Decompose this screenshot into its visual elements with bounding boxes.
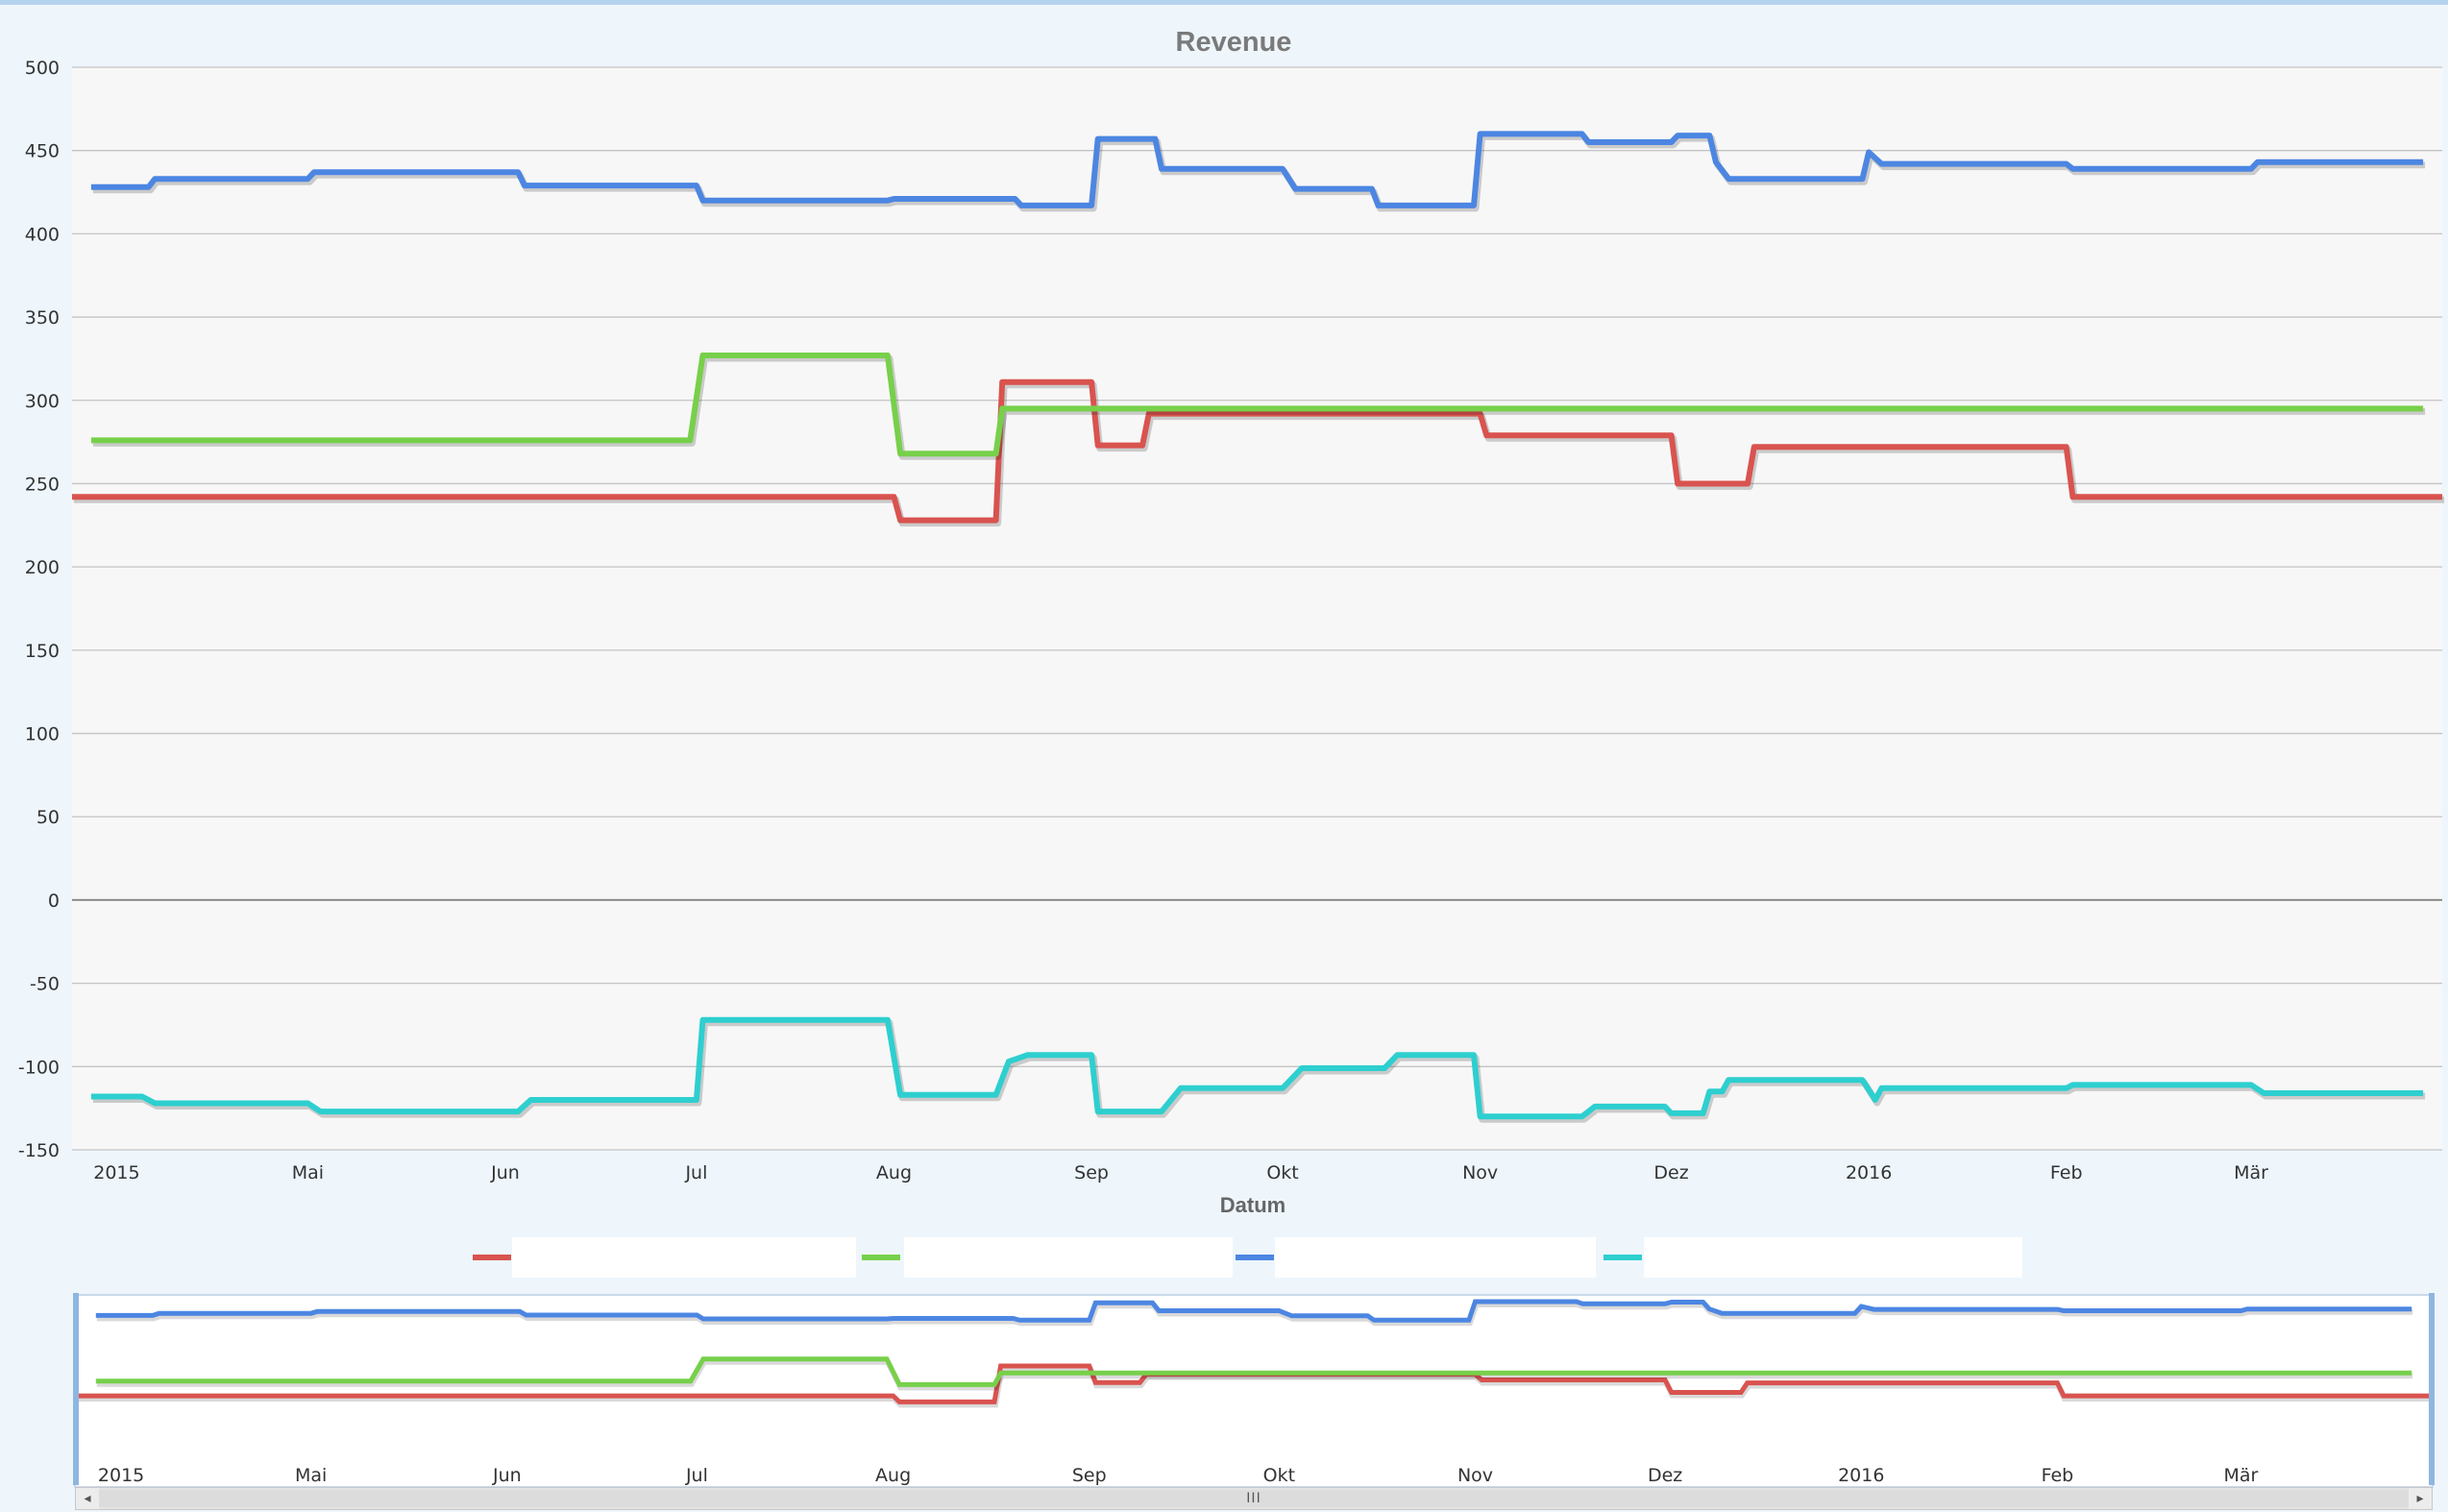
y-tick-label: -50: [30, 974, 60, 995]
legend-swatch: [473, 1255, 511, 1260]
navigator-tick-label: Nov: [1457, 1465, 1493, 1486]
y-tick-label: 450: [25, 141, 60, 162]
x-axis-label: Datum: [1220, 1193, 1285, 1217]
x-tick-label: 2015: [93, 1162, 139, 1183]
navigator-tick-label: Jul: [685, 1465, 708, 1486]
navigator-tick-label: Feb: [2042, 1465, 2074, 1486]
navigator-right-handle[interactable]: [2429, 1293, 2435, 1485]
y-axis-ticks: 500450400350300250200150100500-50-100-15…: [18, 58, 60, 1161]
y-tick-label: 200: [25, 557, 60, 578]
plot-background: [72, 67, 2442, 1150]
navigator-left-handle[interactable]: [73, 1293, 79, 1485]
navigator-background: [74, 1294, 2434, 1488]
navigator-tick-label: Okt: [1263, 1465, 1295, 1486]
navigator-tick-label: Aug: [875, 1465, 911, 1486]
y-tick-label: 350: [25, 307, 60, 329]
x-tick-label: Dez: [1653, 1162, 1688, 1183]
x-tick-label: Okt: [1266, 1162, 1298, 1183]
x-tick-label: Feb: [2050, 1162, 2083, 1183]
series-line-2[interactable]: [90, 353, 2424, 457]
x-tick-label: Sep: [1074, 1162, 1109, 1183]
y-tick-label: 300: [25, 391, 60, 412]
y-tick-label: -150: [18, 1140, 60, 1161]
series-lines: [72, 131, 2444, 1123]
legend-swatch: [862, 1255, 900, 1260]
chart-legend: [0, 1234, 2448, 1282]
legend-swatch: [1603, 1255, 1642, 1260]
y-tick-label: -100: [18, 1057, 60, 1078]
top-border: [0, 0, 2448, 5]
x-tick-label: Mär: [2234, 1162, 2268, 1183]
x-tick-label: 2016: [1846, 1162, 1892, 1183]
navigator-tick-label: Mai: [295, 1465, 327, 1486]
x-tick-label: Aug: [876, 1162, 912, 1183]
series-line-4[interactable]: [90, 1016, 2424, 1120]
chart-title: Revenue: [1176, 27, 1292, 58]
legend-label: [904, 1237, 1233, 1278]
navigator-tick-label: Jun: [492, 1465, 522, 1486]
y-tick-label: 0: [48, 890, 60, 912]
y-tick-label: 500: [25, 58, 60, 79]
navigator-scrollbar[interactable]: ◂ III ▸: [75, 1487, 2433, 1510]
x-axis-ticks: 2015 Mai Jun Jul Aug Sep Okt Nov Dez 2016 Feb Mär: [93, 1162, 2268, 1183]
y-tick-label: 50: [37, 807, 60, 828]
navigator-tick-label: Mär: [2223, 1465, 2258, 1486]
legend-label: [1275, 1237, 1596, 1278]
x-tick-label: Jun: [490, 1162, 520, 1183]
y-tick-label: 100: [25, 724, 60, 745]
revenue-chart: 500450400350300250200150100500-50-100-15…: [18, 27, 2444, 1217]
x-tick-label: Jul: [684, 1162, 707, 1183]
navigator-series-shadow: [96, 1302, 2413, 1327]
x-tick-label: Mai: [292, 1162, 324, 1183]
navigator-tick-label: 2016: [1838, 1465, 1884, 1486]
series-line-1[interactable]: [72, 378, 2442, 524]
navigator-content: 2015 Mai Jun Jul Aug Sep Okt Nov Dez 2016 Feb Mär: [73, 1293, 2435, 1488]
y-gridlines: [72, 66, 2442, 1151]
navigator-tick-label: 2015: [98, 1465, 144, 1486]
x-tick-label: Nov: [1462, 1162, 1498, 1183]
navigator-series-3: [95, 1299, 2412, 1323]
navigator-series-shadow: [78, 1366, 2432, 1408]
y-tick-label: 250: [25, 474, 60, 495]
y-tick-label: 150: [25, 641, 60, 662]
series-line-3[interactable]: [90, 131, 2424, 208]
navigator-series-2: [95, 1356, 2412, 1387]
scroll-right-button[interactable]: ▸: [2409, 1488, 2432, 1509]
scroll-thumb[interactable]: III: [99, 1490, 2409, 1507]
y-tick-label: 400: [25, 224, 60, 245]
scroll-grip-icon: III: [1246, 1491, 1261, 1506]
legend-label: [1644, 1237, 2022, 1278]
navigator-tick-label: Dez: [1648, 1465, 1682, 1486]
navigator-tick-label: Sep: [1072, 1465, 1107, 1486]
legend-label: [512, 1237, 856, 1278]
legend-swatch: [1236, 1255, 1274, 1260]
scroll-left-button[interactable]: ◂: [76, 1488, 99, 1509]
